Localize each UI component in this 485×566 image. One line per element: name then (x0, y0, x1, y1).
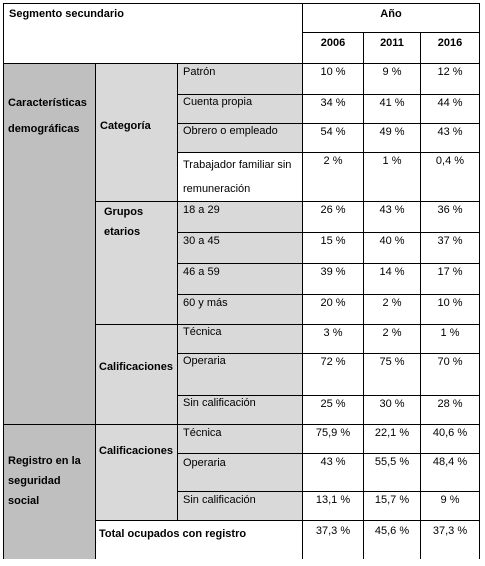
value-cell: 1 % (421, 325, 479, 353)
value-cell: 22,1 % (364, 425, 420, 453)
segment-header: Segmento secundario (4, 4, 302, 64)
divider (178, 123, 480, 124)
divider (95, 63, 96, 559)
value-cell: 20 % (303, 295, 363, 324)
divider (178, 294, 480, 295)
total-row-label: Total ocupados con registro (96, 521, 302, 559)
divider (178, 152, 480, 153)
divider (96, 520, 480, 521)
value-cell: 41 % (364, 95, 420, 123)
divider (96, 324, 480, 325)
divider (302, 4, 303, 559)
row-label: 60 y más (178, 295, 302, 324)
year-2016-header: 2016 (421, 33, 479, 63)
divider (178, 94, 480, 95)
row-label: 18 a 29 (178, 202, 302, 232)
total-value-cell: 45,6 % (364, 521, 420, 559)
value-cell: 2 % (303, 153, 363, 201)
value-cell: 40,6 % (421, 425, 479, 453)
value-cell: 17 % (421, 264, 479, 294)
row-label: Patrón (178, 64, 302, 94)
value-cell: 3 % (303, 325, 363, 353)
total-value-cell: 37,3 % (421, 521, 479, 559)
value-cell: 48,4 % (421, 454, 479, 491)
value-cell: 40 % (364, 233, 420, 263)
divider (178, 395, 480, 396)
divider (178, 491, 480, 492)
value-cell: 0,4 % (421, 153, 479, 201)
divider (4, 424, 480, 425)
year-header: Año (303, 4, 479, 32)
divider (303, 32, 480, 33)
value-cell: 15 % (303, 233, 363, 263)
value-cell: 39 % (303, 264, 363, 294)
subgroup-calificaciones: Calificaciones (96, 325, 177, 424)
value-cell: 2 % (364, 295, 420, 324)
value-cell: 43 % (303, 454, 363, 491)
group-demographic: Características demográficas (4, 64, 95, 424)
value-cell: 30 % (364, 396, 420, 424)
row-label: Obrero o empleado (178, 124, 302, 152)
value-cell: 10 % (303, 64, 363, 94)
value-cell: 25 % (303, 396, 363, 424)
value-cell: 28 % (421, 396, 479, 424)
divider (178, 263, 480, 264)
value-cell: 14 % (364, 264, 420, 294)
row-label: Sin calificación (178, 396, 302, 424)
row-label: Técnica (178, 425, 302, 453)
row-label: 30 a 45 (178, 233, 302, 263)
value-cell: 2 % (364, 325, 420, 353)
value-cell: 55,5 % (364, 454, 420, 491)
value-cell: 72 % (303, 354, 363, 395)
value-cell: 26 % (303, 202, 363, 232)
value-cell: 43 % (364, 202, 420, 232)
divider (177, 63, 178, 520)
value-cell: 36 % (421, 202, 479, 232)
value-cell: 15,7 % (364, 492, 420, 520)
value-cell: 9 % (421, 492, 479, 520)
value-cell: 37 % (421, 233, 479, 263)
row-label: Sin calificación (178, 492, 302, 520)
row-label: Cuenta propia (178, 95, 302, 123)
row-label: 46 a 59 (178, 264, 302, 294)
value-cell: 1 % (364, 153, 420, 201)
value-cell: 9 % (364, 64, 420, 94)
value-cell: 13,1 % (303, 492, 363, 520)
value-cell: 10 % (421, 295, 479, 324)
row-label: Operaria (178, 354, 302, 395)
subgroup-calificaciones-social: Calificaciones (96, 425, 177, 520)
divider (178, 353, 480, 354)
divider (363, 32, 364, 559)
subgroup-grupos-etarios: Grupos etarios (96, 202, 177, 324)
value-cell: 70 % (421, 354, 479, 395)
row-label: Técnica (178, 325, 302, 353)
value-cell: 44 % (421, 95, 479, 123)
divider (420, 32, 421, 559)
row-label: Trabajador familiar sin remuneración (178, 153, 302, 201)
divider (178, 453, 480, 454)
subgroup-categoria: Categoría (96, 64, 177, 201)
value-cell: 75 % (364, 354, 420, 395)
year-2011-header: 2011 (364, 33, 420, 63)
divider (4, 63, 480, 64)
value-cell: 12 % (421, 64, 479, 94)
value-cell: 34 % (303, 95, 363, 123)
year-2006-header: 2006 (303, 33, 363, 63)
value-cell: 49 % (364, 124, 420, 152)
value-cell: 43 % (421, 124, 479, 152)
value-cell: 54 % (303, 124, 363, 152)
divider (178, 232, 480, 233)
row-label: Operaria (178, 454, 302, 491)
value-cell: 75,9 % (303, 425, 363, 453)
total-value-cell: 37,3 % (303, 521, 363, 559)
divider (96, 201, 480, 202)
group-social-security: Registro en la seguridad social (4, 425, 95, 559)
